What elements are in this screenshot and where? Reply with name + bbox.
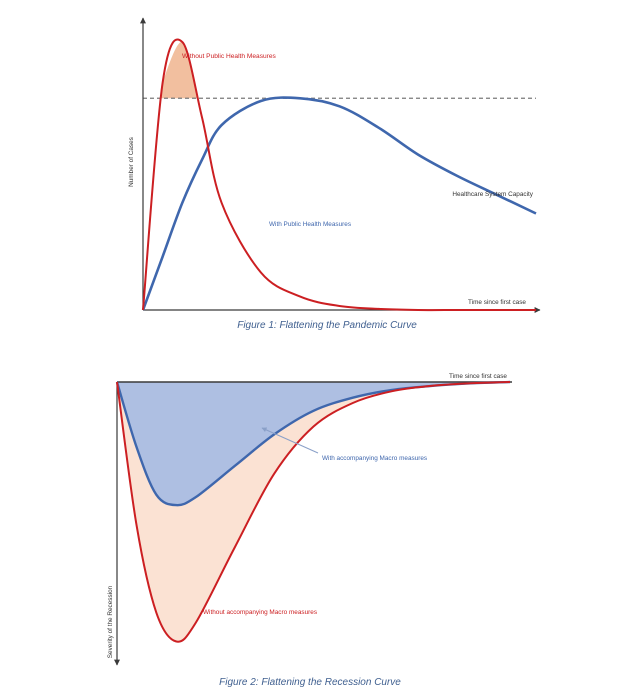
fig1-y-axis-label: Number of Cases [128,137,135,187]
fig1-red-curve [142,38,536,312]
fig2-caption: Figure 2: Flattening the Recession Curve [219,677,401,688]
fig2-y-axis-label: Severity of the Recession [107,585,114,658]
fig2-red-curve [116,381,511,643]
fig2-label-pointer [261,427,319,454]
figure-2-recession-curve: Time since first case With accompanying … [107,373,512,688]
fig2-with-measures-area [117,382,510,506]
fig2-red-curve-label: Without accompanying Macro measures [203,609,317,616]
fig1-red-curve-label: Without Public Health Measures [182,53,277,60]
fig2-blue-curve-label: With accompanying Macro measures [322,455,427,462]
fig2-x-axis-label: Time since first case [449,373,507,380]
fig1-x-axis-label: Time since first case [468,299,526,306]
fig1-blue-curve-label: With Public Health Measures [269,221,351,228]
figure-1-pandemic-curve: Number of Cases Without Public Health Me… [128,17,541,331]
fig1-capacity-label: Healthcare System Capacity [452,191,533,198]
fig1-blue-curve [141,96,537,311]
fig1-caption: Figure 1: Flattening the Pandemic Curve [237,320,417,331]
